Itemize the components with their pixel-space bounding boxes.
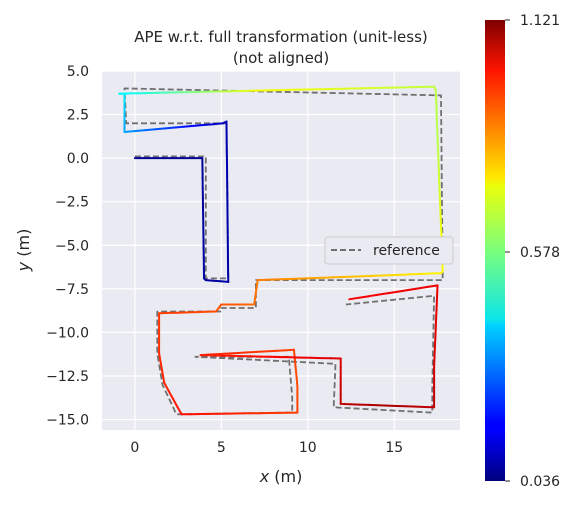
trajectory-segment [433,335,437,348]
chart-title-line1: APE w.r.t. full transformation (unit-les… [134,28,428,46]
trajectory-segment [153,127,165,131]
x-axis-unit: (m) [269,467,302,486]
y-tick-label: −15.0 [46,413,89,429]
trajectory-segment [158,352,162,365]
x-tick-labels: 0 5 10 15 [130,440,403,456]
trajectory-segment [377,292,390,296]
trajectory-segment [294,367,298,379]
trajectory-segment [159,362,164,375]
trajectory-segment [367,293,380,298]
colorbar-label-mid: 0.578 [520,245,560,261]
trajectory-segment [387,290,400,295]
colorbar-gradient [485,20,505,481]
trajectory-segment [218,352,230,355]
y-tick-label: −10.0 [46,325,89,341]
legend-box [324,236,454,265]
trajectory-segment [215,303,223,313]
colorbar-label-min: 0.036 [520,474,560,490]
x-axis-var: x [259,467,270,486]
trajectory-segment [255,350,267,353]
trajectory-segment [182,124,195,128]
legend-reference-label: reference [373,243,440,259]
trajectory-segment [255,279,259,290]
trajectory-segment [123,130,136,133]
trajectory-segment [246,350,258,354]
trajectory-segment [265,349,277,353]
y-axis-unit: (m) [14,229,33,262]
trajectory-segment [161,372,166,384]
x-axis-label: x (m) [259,467,303,486]
x-tick-label: 15 [385,440,403,456]
y-tick-label: 0.0 [67,151,89,167]
trajectory-segment [133,129,146,133]
trajectory-segment [254,287,258,298]
trajectory-segment [227,352,239,355]
y-tick-label: −12.5 [46,369,89,385]
legend: reference [324,236,454,265]
trajectory-segment [143,128,156,132]
trajectory-segment [293,358,297,370]
x-tick-label: 10 [299,440,317,456]
trajectory-segment [212,279,222,283]
trajectory-segment [219,280,230,283]
trajectory-segment [253,295,257,306]
y-axis-label: y (m) [14,229,33,273]
trajectory-segment [426,284,439,288]
trajectory-segment [274,349,286,352]
trajectory-segment [202,123,215,126]
trajectory-segment [162,126,175,130]
y-tick-label: 2.5 [67,108,89,124]
colorbar: 1.121 0.578 0.036 [485,13,560,490]
trajectory-segment [204,279,215,282]
trajectory-segment [416,285,429,290]
grid-lines [102,70,460,430]
chart-title-line2: (not aligned) [233,49,329,67]
y-tick-label: −7.5 [55,282,89,298]
colorbar-label-max: 1.121 [520,13,560,29]
x-tick-label: 5 [217,440,226,456]
trajectory-segment [435,304,438,318]
trajectory-segment [167,389,174,400]
y-tick-label: −5.0 [55,238,89,254]
trajectory-segment [171,397,179,408]
trajectory-segment [176,405,183,416]
trajectory-segment [163,381,170,392]
y-axis-var: y [14,261,33,272]
trajectory-segment [283,348,295,352]
trajectory-segment [295,376,299,388]
trajectory-segment [236,351,249,354]
y-tick-label: 5.0 [67,64,89,80]
trajectory-segment [397,289,410,293]
x-tick-label: 0 [130,440,139,456]
trajectory-segment [172,125,185,129]
trajectory-segment [348,296,361,301]
y-tick-labels: 5.0 2.5 0.0 −2.5 −5.0 −7.5 −10.0 −12.5 −15.0 [46,64,89,429]
trajectory-segment [407,287,419,291]
trajectory-segment [358,295,370,299]
trajectory-segment [212,122,225,126]
y-tick-label: −2.5 [55,195,89,211]
trajectory-segment [192,124,205,127]
